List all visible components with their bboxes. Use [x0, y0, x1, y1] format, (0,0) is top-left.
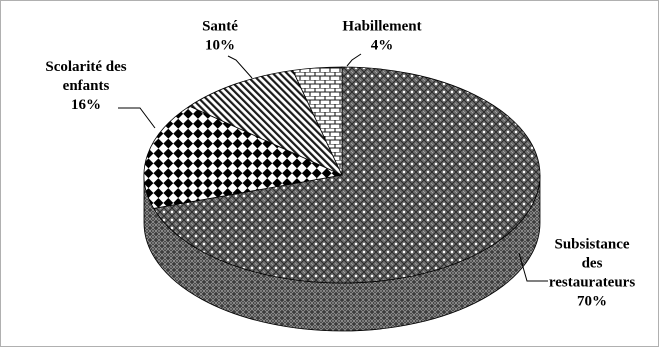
pie-slice-scolarite-des-enfants [143, 105, 344, 209]
slice-label: Scolarité des enfants 16% [45, 59, 126, 113]
slice-percent: 70% [577, 294, 607, 310]
slice-label: Santé 10% [202, 19, 238, 54]
pie-slices [143, 66, 541, 284]
slice-name-line: Scolarité des [45, 59, 126, 75]
slice-percent: 10% [205, 38, 235, 54]
leader-line [118, 107, 156, 129]
slice-name-line: Santé [202, 19, 238, 35]
pie-slice-sante [188, 69, 343, 176]
slice-labels: Subsistance des restaurateurs 70% Scolarité … [45, 19, 635, 310]
leader-line [518, 252, 548, 282]
slice-name-line: des [582, 256, 603, 272]
slice-label: Habillement 4% [342, 19, 421, 54]
slice-percent: 4% [371, 38, 394, 54]
slice-percent: 16% [71, 97, 101, 113]
slice-name-line: Habillement [342, 19, 421, 35]
pie-slice-habillement [292, 66, 343, 176]
slice-name-line: restaurateurs [549, 275, 636, 291]
slice-label: Subsistance des restaurateurs 70% [549, 237, 636, 310]
pie-slice-subsistance-des-restaurateurs [153, 66, 541, 284]
leader-line [346, 53, 362, 67]
leader-line [227, 55, 253, 79]
leader-lines [118, 53, 548, 282]
slice-name-line: enfants [63, 78, 110, 94]
slice-name-line: Subsistance [554, 237, 629, 253]
